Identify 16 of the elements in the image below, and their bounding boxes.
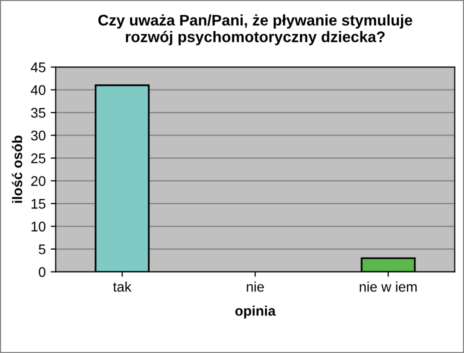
x-tick-label: tak (113, 282, 132, 292)
y-tick-label: 5 (38, 244, 46, 254)
y-tick-label: 35 (31, 108, 46, 118)
x-tick-label: nie (246, 282, 264, 292)
y-tick-label: 45 (30, 62, 46, 72)
y-tick-label: 10 (32, 222, 46, 232)
y-tick-label: 20 (31, 176, 46, 186)
y-tick-label: 30 (31, 130, 46, 140)
y-tick-label: 40 (30, 85, 46, 95)
x-axis-title: opinia (235, 306, 276, 319)
y-tick-label: 25 (31, 153, 46, 164)
y-tick-label: 0 (38, 267, 46, 277)
x-tick-label: nie w iem (360, 282, 417, 292)
y-tick-label: 15 (32, 199, 46, 209)
y-axis-title: ilość osób (12, 136, 22, 203)
chart-title: Czy uważa Pan/Pani, że pływanie stymuluje rozwój psychomotoryczny dziecka? (98, 14, 412, 46)
